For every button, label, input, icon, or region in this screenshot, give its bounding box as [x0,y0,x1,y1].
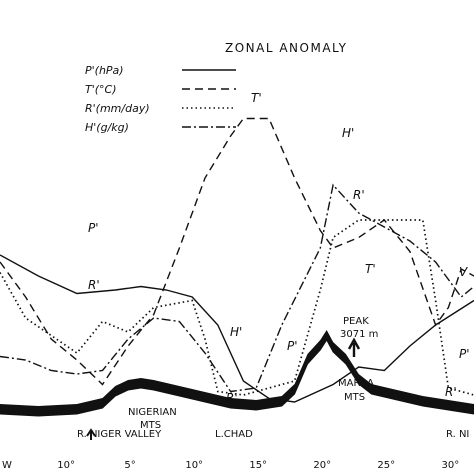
nigerian-mts-sublabel: MTS [140,420,161,431]
curve-label-r-4: R' [445,385,457,399]
x-tick-label: 10° [57,460,75,471]
series-line-humidity [0,183,474,393]
curve-label-h-1: H' [230,325,242,339]
x-tick-label: 15° [249,460,267,471]
legend-label-temperature: T'(°C) [85,83,117,96]
marra-mts-sublabel: MTS [344,392,365,403]
x-tick-label: 5° [124,460,135,471]
curve-label-p-1: P' [88,221,99,235]
river-label-partial: R. NI [446,429,469,440]
legend: P'(hPa) T'(°C) R'(mm/day) H'(g/kg) [85,64,236,134]
topography-profile [0,330,474,417]
curve-label-r-3: R' [353,188,365,202]
marra-mts-label: MARRA [338,378,374,389]
nigerian-mts-label: NIGERIAN [128,407,177,418]
curve-labels: P' P' P' T' T' V R' R' R' R' H' H' [88,91,470,405]
terrain-baseline [0,339,474,417]
x-tick-label: 30° [442,460,460,471]
curve-label-p-3: P' [459,347,470,361]
curve-label-t-1: T' [251,91,262,105]
legend-label-pressure: P'(hPa) [85,64,124,77]
curve-label-h-2: H' [342,126,354,140]
peak-arrow-icon [347,337,361,357]
curve-label-r-2: R' [226,391,238,405]
curve-label-t-2: T' [365,262,376,276]
legend-label-humidity: H'(g/kg) [85,121,129,134]
niger-valley-label: R. NIGER VALLEY [77,429,162,440]
chart-title: ZONAL ANOMALY [225,41,347,55]
legend-label-rainfall: R'(mm/day) [85,102,150,115]
niger-valley-arrow-icon [86,428,96,440]
x-tick-label: 10° [185,460,203,471]
series-line-temperature [0,117,474,386]
peak-label: PEAK [343,316,369,327]
curve-label-t-3: V [459,265,468,279]
x-tick-label: 20° [313,460,331,471]
curve-label-r-1: R' [88,278,100,292]
x-axis-ticks: W 10° 5° 10° 15° 20° 25° 30° [2,460,459,471]
topography-labels: NIGERIAN MTS R. NIGER VALLEY L.CHAD MARR… [77,316,469,440]
peak-elevation-label: 3071 m [340,329,378,340]
x-tick-label: 25° [377,460,395,471]
x-tick-label: W [2,460,12,471]
series-line-rainfall [0,219,474,396]
series-layer [0,117,474,403]
lake-chad-label: L.CHAD [215,429,253,440]
curve-label-p-2: P' [287,339,298,353]
series-line-pressure [0,254,474,403]
